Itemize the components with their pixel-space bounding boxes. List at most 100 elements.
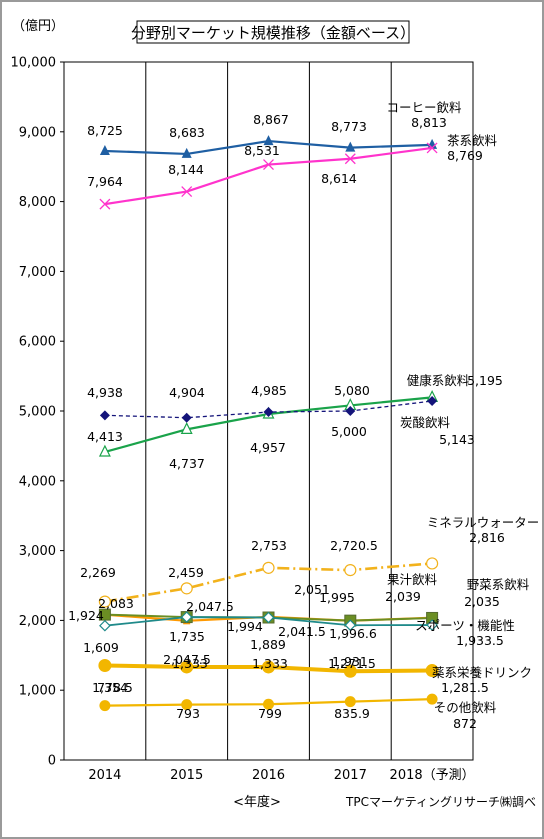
series-point-other bbox=[344, 696, 356, 708]
data-label: 872 bbox=[453, 716, 477, 731]
marker-cross bbox=[344, 153, 356, 165]
y-axis-ticks: 0 1,000 2,000 3,000 4,000 5,000 6,000 7,000 8,00… bbox=[11, 56, 64, 769]
data-label: 8,769 bbox=[447, 148, 483, 163]
chart-title: 分野別マーケット規模推移（金額ベース） bbox=[131, 24, 415, 42]
series-point-health bbox=[98, 444, 111, 457]
x-tick-label: 2018（予測） bbox=[390, 768, 475, 783]
series-point-energy-drink bbox=[425, 664, 439, 678]
data-label: 2,041.5 bbox=[278, 624, 326, 639]
x-tick-label: 2014 bbox=[88, 768, 121, 783]
x-axis-title: <年度> bbox=[233, 794, 281, 810]
data-label: 2,269 bbox=[80, 565, 116, 580]
data-label: 8,725 bbox=[87, 123, 123, 138]
series-point-energy-drink bbox=[98, 658, 112, 672]
marker-diamond bbox=[181, 412, 192, 423]
series-point-coffee bbox=[181, 147, 192, 158]
data-label: 1,609 bbox=[83, 640, 119, 655]
data-label: 4,957 bbox=[250, 440, 286, 455]
data-label: 1,931 bbox=[332, 654, 368, 669]
series-point-coffee bbox=[427, 138, 438, 149]
data-label: 2,039 bbox=[385, 589, 421, 604]
title-box bbox=[136, 20, 410, 44]
data-label: 2,816 bbox=[469, 530, 505, 545]
data-label: 8,144 bbox=[168, 162, 204, 177]
data-label: 1,354 bbox=[92, 680, 128, 695]
marker-cross bbox=[263, 159, 274, 170]
marker-diamond bbox=[427, 396, 438, 407]
data-label: 2,083 bbox=[98, 596, 134, 611]
data-label: 5,000 bbox=[331, 424, 367, 439]
data-label: 8,683 bbox=[169, 125, 205, 140]
marker-cross bbox=[181, 186, 193, 198]
marker-open-diamond bbox=[99, 619, 111, 632]
data-label: 2,459 bbox=[168, 565, 204, 580]
series-point-carbonated bbox=[427, 396, 438, 407]
data-label: 1,271.5 bbox=[328, 656, 376, 671]
y-tick-label: 1,000 bbox=[19, 684, 56, 699]
series-point-other bbox=[99, 700, 111, 712]
data-label: 793 bbox=[176, 706, 200, 721]
series-name-label: 炭酸飲料 bbox=[400, 415, 451, 430]
marker-circle bbox=[426, 693, 438, 705]
series-point-mineral-water bbox=[426, 557, 439, 570]
marker-triangle bbox=[345, 141, 356, 152]
marker-circle bbox=[99, 700, 111, 712]
series-point-health bbox=[180, 422, 193, 434]
data-label: 5,195 bbox=[467, 373, 503, 388]
series-point-sports bbox=[99, 619, 111, 632]
y-tick-label: 2,000 bbox=[19, 614, 56, 629]
series-point-carbonated bbox=[181, 412, 192, 423]
marker-open-diamond bbox=[180, 611, 193, 623]
marker-diamond bbox=[99, 410, 110, 421]
data-label: 2,047.5 bbox=[186, 599, 234, 614]
marker-open-circle bbox=[344, 564, 357, 577]
y-tick-label: 9,000 bbox=[19, 125, 56, 140]
series-name-label: 果汁飲料 bbox=[387, 572, 438, 587]
series-lines bbox=[98, 135, 439, 712]
x-tick-label: 2016 bbox=[252, 768, 285, 783]
marker-diamond bbox=[263, 407, 274, 418]
series-point-sports bbox=[426, 619, 438, 631]
series-line-mineral-water bbox=[104, 562, 433, 603]
source-note: TPCマーケティングリサーチ㈱調べ bbox=[345, 795, 536, 809]
marker-cross bbox=[99, 198, 111, 210]
data-label: 2,051 bbox=[294, 582, 330, 597]
data-label: 4,413 bbox=[87, 429, 123, 444]
series-point-mineral-water bbox=[262, 561, 275, 574]
marker-circle bbox=[181, 699, 193, 711]
y-tick-label: 0 bbox=[48, 754, 56, 769]
data-label: 1,996.6 bbox=[329, 626, 377, 641]
data-labels: 8,725 8,683 8,867 8,773 8,813 7,964 8,144 8,531… bbox=[68, 100, 539, 731]
data-label: 4,985 bbox=[251, 383, 287, 398]
marker-circle bbox=[180, 660, 194, 674]
marker-open-circle bbox=[262, 561, 275, 574]
data-label: 1,735 bbox=[169, 629, 205, 644]
data-label: 778.5 bbox=[97, 680, 133, 695]
data-label: 1,994 bbox=[227, 619, 263, 634]
data-label: 2,753 bbox=[251, 538, 287, 553]
marker-circle bbox=[262, 660, 275, 674]
series-name-label: スポーツ・機能性 bbox=[415, 618, 515, 633]
marker-circle bbox=[263, 698, 274, 710]
series-name-label: 茶系飲料 bbox=[447, 133, 498, 148]
data-label: 2,035 bbox=[464, 594, 500, 609]
marker-open-circle bbox=[98, 595, 112, 608]
marker-open-diamond bbox=[344, 619, 357, 632]
series-point-coffee bbox=[99, 144, 110, 155]
series-point-mineral-water bbox=[180, 582, 193, 595]
data-label: 1,281.5 bbox=[441, 680, 489, 695]
data-label: 1,924 bbox=[68, 608, 104, 623]
marker-open-triangle bbox=[180, 422, 193, 434]
marker-triangle bbox=[263, 135, 274, 146]
data-label: 4,737 bbox=[169, 456, 205, 471]
series-point-energy-drink bbox=[262, 660, 275, 674]
series-name-label: コーヒー飲料 bbox=[386, 100, 462, 115]
series-point-tea bbox=[181, 186, 193, 198]
data-label: 7,964 bbox=[87, 174, 123, 189]
marker-open-circle bbox=[180, 582, 193, 595]
series-point-energy-drink bbox=[343, 664, 357, 678]
series-point-sports bbox=[180, 611, 193, 623]
x-tick-label: 2015 bbox=[170, 768, 203, 783]
marker-diamond bbox=[345, 406, 356, 416]
